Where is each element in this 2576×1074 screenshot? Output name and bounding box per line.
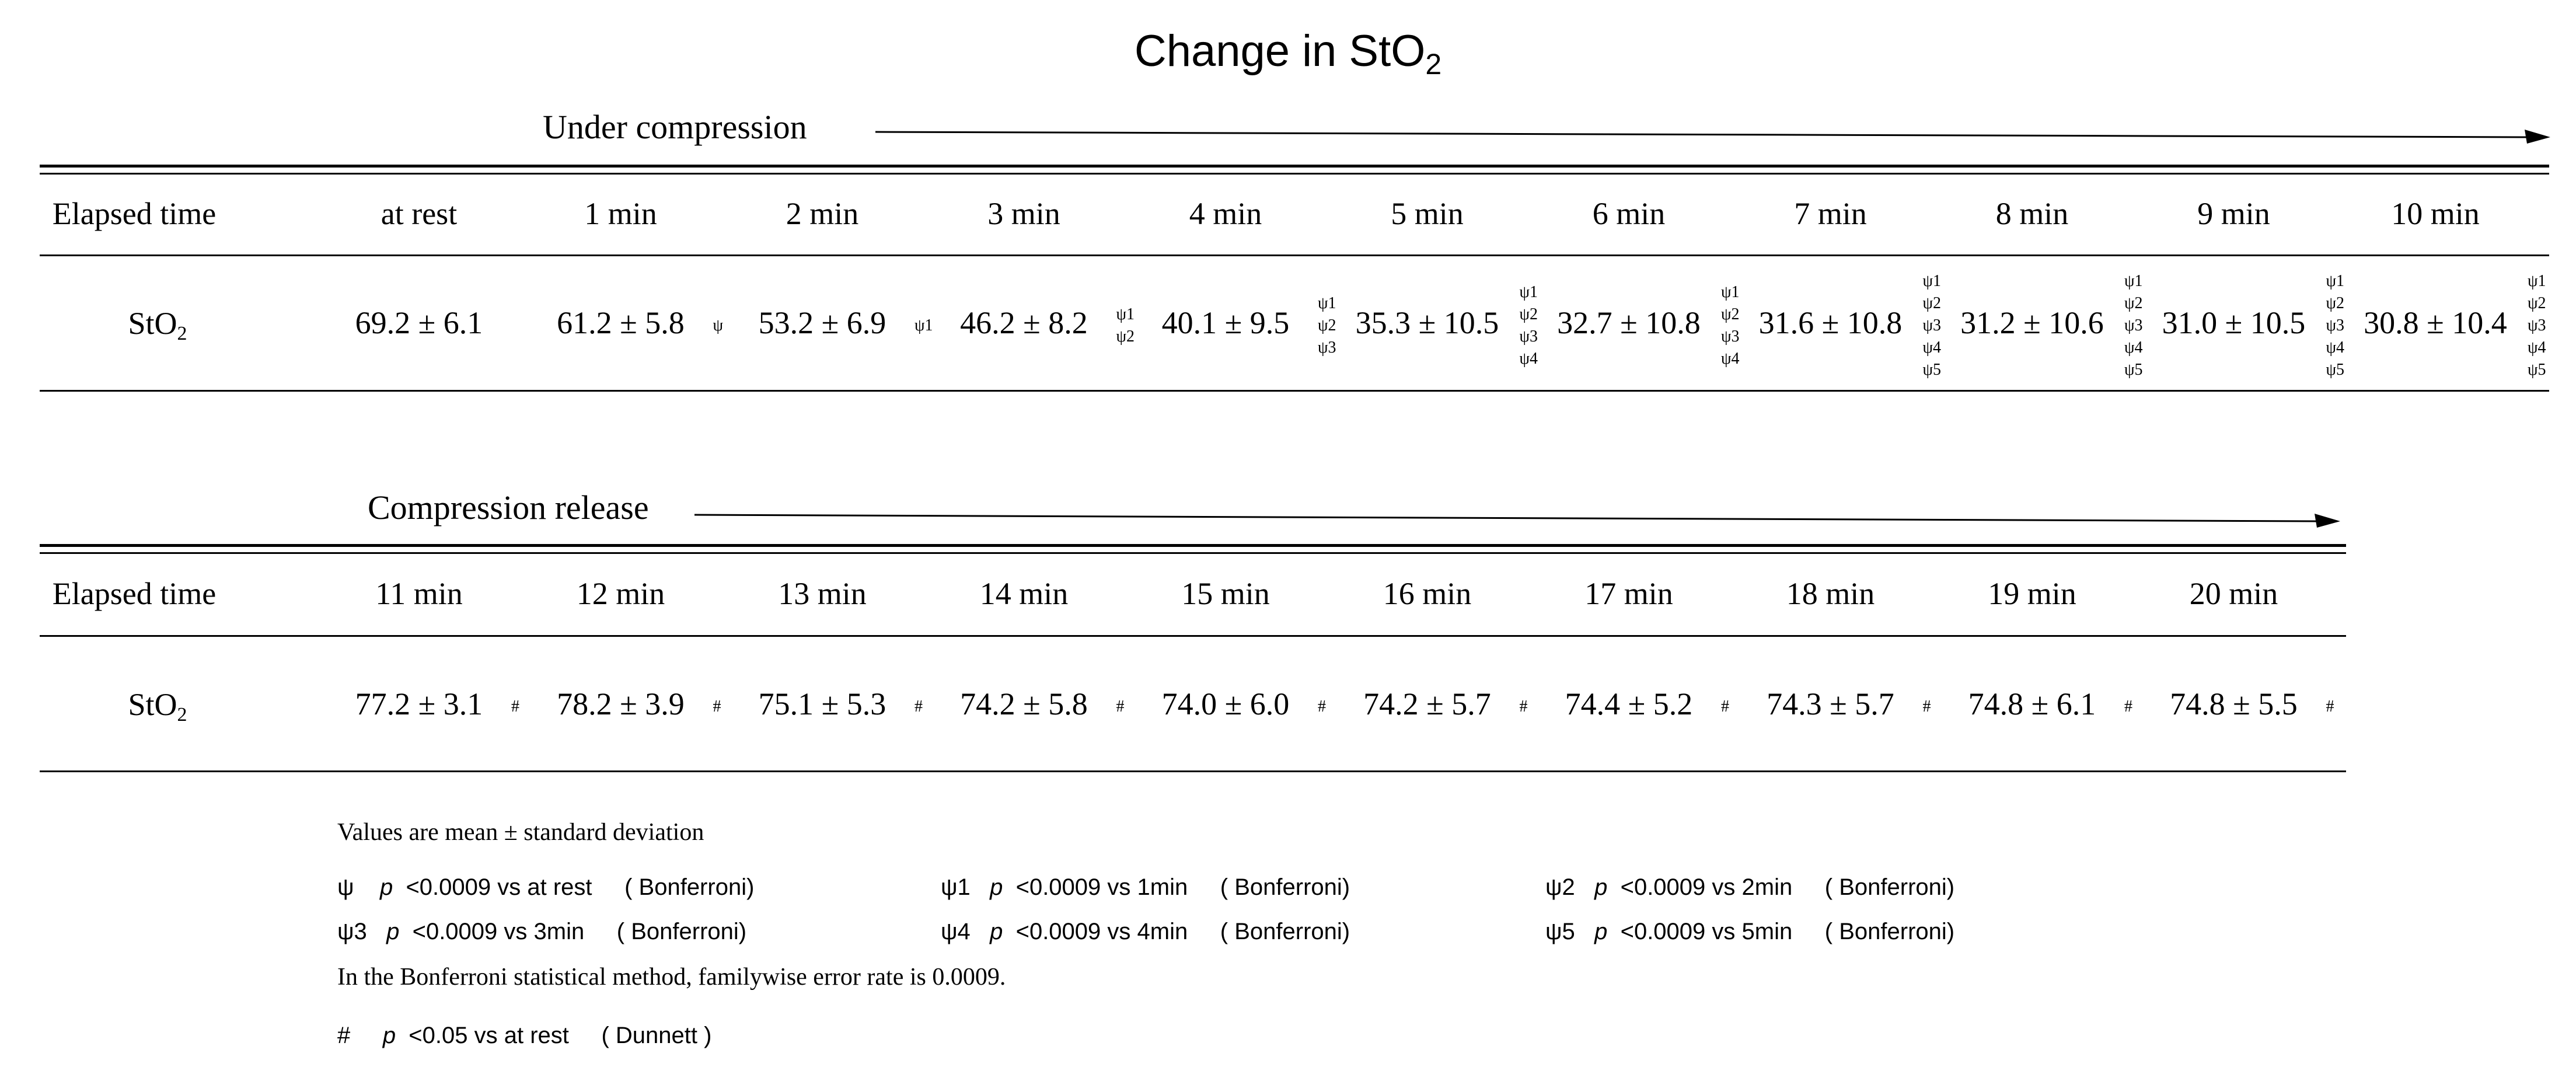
compression-significance-marker: ψ	[713, 316, 724, 334]
compression-value-cell: 31.2 ± 10.6	[1960, 305, 2104, 340]
compression-row-label: StO2	[128, 306, 187, 344]
compression-value-cell: 69.2 ± 6.1	[355, 305, 483, 340]
footnote-psi3: ψ3 p <0.0009 vs 3min ( Bonferroni)	[337, 919, 747, 944]
compression-time-header: 10 min	[2391, 196, 2480, 231]
release-top-rule-1	[40, 544, 2346, 547]
compression-value-cell: 31.0 ± 10.5	[2162, 305, 2306, 340]
release-header-rule	[40, 635, 2346, 637]
release-significance-marker: #	[511, 698, 519, 716]
release-significance-marker: #	[914, 698, 923, 716]
footnote-dunnett: # p <0.05 vs at rest ( Dunnett )	[337, 1023, 712, 1048]
compression-bottom-rule	[40, 390, 2549, 392]
release-bottom-rule	[40, 770, 2346, 772]
release-value-cell: 74.4 ± 5.2	[1565, 686, 1693, 721]
compression-significance-marker: ψ1 ψ2	[1116, 305, 1135, 346]
release-value-cell: 74.2 ± 5.7	[1363, 686, 1491, 721]
compression-value-cell: 40.1 ± 9.5	[1161, 305, 1290, 340]
release-significance-marker: #	[1922, 698, 1931, 716]
compression-section-label: Under compression	[543, 108, 807, 146]
compression-time-header: 1 min	[584, 196, 657, 231]
release-time-header: 15 min	[1181, 576, 1270, 611]
compression-significance-marker: ψ1 ψ2 ψ3	[1318, 294, 1336, 357]
release-significance-marker: #	[2326, 698, 2334, 716]
footnote-psi5: ψ5 p <0.0009 vs 5min ( Bonferroni)	[1545, 919, 1955, 944]
compression-value-cell: 53.2 ± 6.9	[758, 305, 886, 340]
release-significance-marker: #	[2124, 698, 2132, 716]
release-value-cell: 74.3 ± 5.7	[1767, 686, 1894, 721]
release-arrow	[694, 514, 2340, 528]
release-value-cell: 74.8 ± 5.5	[2170, 686, 2298, 721]
release-time-header: 18 min	[1786, 576, 1875, 611]
release-time-header: 20 min	[2189, 576, 2278, 611]
compression-value-cell: 31.6 ± 10.8	[1758, 305, 1903, 340]
footnote-psi4: ψ4 p <0.0009 vs 4min ( Bonferroni)	[941, 919, 1350, 944]
release-value-cell: 75.1 ± 5.3	[758, 686, 886, 721]
release-time-header: 12 min	[576, 576, 665, 611]
compression-significance-marker: ψ1 ψ2 ψ3 ψ4 ψ5	[2528, 272, 2546, 379]
release-time-header: 14 min	[979, 576, 1069, 611]
page-title: Change in StO2	[1134, 26, 1442, 81]
compression-significance-marker: ψ1 ψ2 ψ3 ψ4	[1721, 283, 1740, 368]
release-significance-marker: #	[1116, 698, 1125, 716]
bonferroni-note: In the Bonferroni statistical method, fa…	[337, 964, 1006, 991]
compression-significance-marker: ψ1 ψ2 ψ3 ψ4	[1519, 283, 1538, 368]
footnote-psi: ψ p <0.0009 vs at rest ( Bonferroni)	[337, 874, 755, 900]
footnote-psi1: ψ1 p <0.0009 vs 1min ( Bonferroni)	[941, 874, 1350, 900]
release-significance-marker: #	[1519, 698, 1528, 716]
compression-time-header: 7 min	[1794, 196, 1867, 231]
compression-time-header: 2 min	[786, 196, 859, 231]
compression-value-cell: 35.3 ± 10.5	[1355, 305, 1499, 340]
release-section-label: Compression release	[368, 489, 649, 526]
compression-header-rule	[40, 254, 2549, 256]
release-value-cell: 77.2 ± 3.1	[355, 686, 483, 721]
release-value-cell: 74.2 ± 5.8	[960, 686, 1088, 721]
release-value-cell: 74.8 ± 6.1	[1968, 686, 2096, 721]
release-header-label: Elapsed time	[52, 576, 217, 611]
release-significance-marker: #	[1721, 698, 1729, 716]
compression-header-label: Elapsed time	[52, 196, 217, 231]
compression-time-header: at rest	[381, 196, 458, 231]
compression-significance-marker: ψ1 ψ2 ψ3 ψ4 ψ5	[2326, 272, 2345, 379]
values-note: Values are mean ± standard deviation	[337, 819, 704, 846]
compression-arrow	[875, 130, 2550, 144]
compression-significance-marker: ψ1 ψ2 ψ3 ψ4 ψ5	[2124, 272, 2143, 379]
footnote-psi2: ψ2 p <0.0009 vs 2min ( Bonferroni)	[1545, 874, 1955, 900]
compression-time-header: 5 min	[1391, 196, 1464, 231]
release-time-header: 16 min	[1383, 576, 1472, 611]
compression-significance-marker: ψ1 ψ2 ψ3 ψ4 ψ5	[1922, 272, 1942, 379]
compression-time-header: 4 min	[1189, 196, 1262, 231]
compression-time-header: 3 min	[987, 196, 1060, 231]
release-time-header: 13 min	[778, 576, 867, 611]
compression-top-rule-2	[40, 173, 2549, 175]
release-time-header: 19 min	[1988, 576, 2076, 611]
release-significance-marker: #	[713, 698, 721, 716]
compression-time-header: 9 min	[2197, 196, 2270, 231]
compression-time-header: 6 min	[1592, 196, 1666, 231]
release-row-label: StO2	[128, 687, 187, 726]
compression-top-rule-1	[40, 165, 2549, 168]
release-value-cell: 78.2 ± 3.9	[557, 686, 685, 721]
compression-time-header: 8 min	[1995, 196, 2069, 231]
compression-value-cell: 30.8 ± 10.4	[2364, 305, 2507, 340]
release-value-cell: 74.0 ± 6.0	[1161, 686, 1290, 721]
release-time-header: 11 min	[375, 576, 463, 611]
compression-value-cell: 46.2 ± 8.2	[960, 305, 1088, 340]
release-top-rule-2	[40, 552, 2346, 554]
release-significance-marker: #	[1318, 698, 1326, 716]
compression-value-cell: 32.7 ± 10.8	[1557, 305, 1701, 340]
release-time-header: 17 min	[1584, 576, 1673, 611]
compression-value-cell: 61.2 ± 5.8	[557, 305, 685, 340]
compression-significance-marker: ψ1	[914, 316, 933, 334]
